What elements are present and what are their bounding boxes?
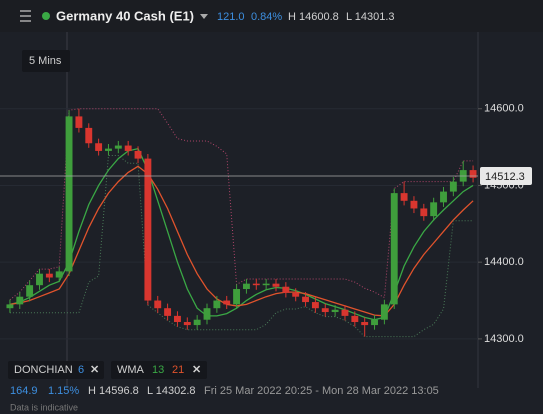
footer-high: H 14596.8: [88, 385, 139, 397]
legend-param: 21: [172, 364, 184, 376]
change-pct: 0.84%: [251, 11, 282, 23]
candle-body: [6, 304, 14, 309]
candle-body: [45, 273, 53, 278]
candle-body: [262, 283, 270, 286]
candle-body: [449, 181, 457, 192]
candle-body: [95, 143, 103, 151]
candle-body: [164, 308, 172, 316]
remove-icon[interactable]: ✕: [90, 364, 99, 376]
candle-body: [410, 200, 418, 209]
candle-body: [371, 319, 378, 326]
header-bar: [0, 0, 543, 32]
candle-body: [430, 202, 438, 217]
menu-icon[interactable]: [20, 10, 31, 22]
candle-body: [351, 315, 359, 323]
remove-icon[interactable]: ✕: [192, 364, 201, 376]
candle-body: [252, 283, 260, 286]
low: L 14301.3: [346, 11, 395, 23]
high: H 14600.8: [288, 11, 339, 23]
timeframe[interactable]: 5 Mins: [29, 55, 62, 67]
candle-body: [193, 319, 201, 326]
footer-change-pct: 1.15%: [48, 385, 79, 397]
footer-range: Fri 25 Mar 2022 20:25 - Mon 28 Mar 2022 …: [204, 385, 439, 397]
y-tick-label: 14300.0: [484, 333, 524, 345]
legend-box: [8, 361, 104, 379]
legend-param: 13: [152, 364, 164, 376]
candle-body: [282, 286, 290, 293]
candle-body: [292, 292, 300, 297]
last-price-label: 14512.3: [485, 171, 525, 183]
candle-body: [242, 283, 250, 290]
candle-body: [361, 322, 369, 326]
candle-body: [440, 191, 447, 203]
candle-body: [331, 309, 339, 313]
y-tick-label: 14600.0: [484, 103, 524, 115]
candle-body: [183, 322, 191, 326]
candle-body: [144, 158, 152, 301]
candle-body: [272, 283, 280, 287]
candle-body: [85, 127, 93, 144]
legend-name: DONCHIAN: [14, 364, 73, 376]
legend-box: [111, 361, 207, 379]
candle-body: [203, 308, 211, 320]
last-price-box: [480, 167, 532, 186]
candle-body: [75, 116, 83, 128]
candle-body: [302, 296, 310, 303]
footer-note: Data is indicative: [10, 402, 78, 412]
candle-body: [134, 150, 142, 159]
status-dot: [42, 12, 50, 20]
candle-body: [105, 148, 112, 151]
candle-body: [400, 193, 408, 201]
candle-body: [420, 208, 428, 217]
legend-param: 6: [78, 364, 84, 376]
candle-body: [124, 145, 132, 151]
candle-body: [55, 271, 63, 278]
legend-name: WMA: [117, 364, 145, 376]
footer-low: L 14302.8: [147, 385, 196, 397]
candle-body: [233, 289, 241, 305]
candle-body: [341, 309, 349, 316]
change: 121.0: [217, 11, 245, 23]
y-tick-label: 14400.0: [484, 256, 524, 268]
candle-body: [154, 300, 162, 309]
candle-body: [380, 304, 388, 320]
candle-body: [390, 193, 398, 305]
instrument-title[interactable]: Germany 40 Cash (E1): [56, 8, 194, 23]
candle-body: [65, 116, 73, 272]
indicator-line: [9, 147, 474, 321]
indicator-line: [9, 108, 474, 301]
candle-body: [469, 170, 477, 178]
dropdown[interactable]: [200, 14, 208, 19]
candle-body: [213, 300, 221, 309]
candle-body: [223, 300, 231, 305]
candle-body: [173, 315, 181, 323]
candle-body: [36, 273, 43, 286]
candle-body: [114, 145, 122, 149]
candle-body: [16, 296, 24, 305]
footer-change: 164.9: [10, 385, 38, 397]
candle-body: [311, 302, 319, 309]
candle-body: [26, 285, 34, 297]
timeframe-box[interactable]: [22, 50, 70, 72]
candle-body: [321, 308, 329, 313]
